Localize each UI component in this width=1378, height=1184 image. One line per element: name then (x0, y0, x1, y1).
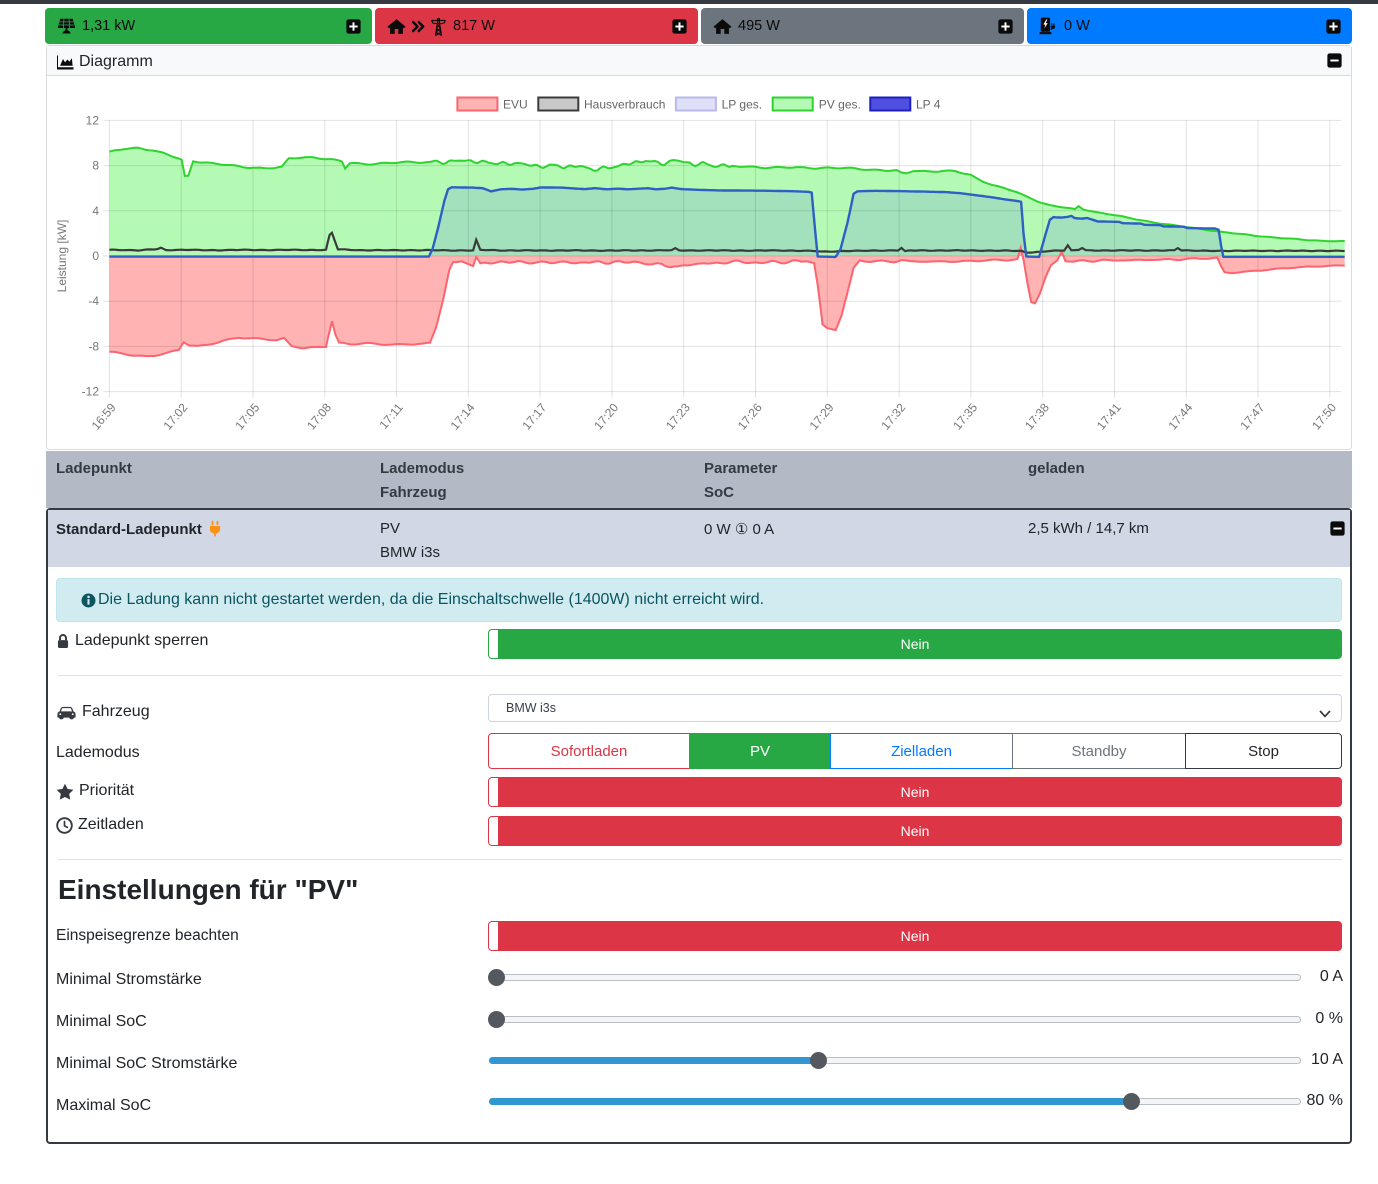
svg-text:17:26: 17:26 (735, 400, 765, 432)
svg-text:17:14: 17:14 (448, 400, 478, 432)
svg-text:-12: -12 (82, 385, 100, 399)
svg-text:EVU: EVU (503, 98, 528, 112)
svg-text:0: 0 (92, 249, 99, 263)
svg-text:17:50: 17:50 (1309, 400, 1339, 432)
svg-text:16:59: 16:59 (89, 400, 119, 432)
svg-text:17:05: 17:05 (232, 400, 262, 432)
svg-text:17:47: 17:47 (1237, 400, 1267, 432)
svg-text:17:08: 17:08 (304, 400, 334, 432)
svg-text:17:44: 17:44 (1165, 400, 1195, 432)
svg-text:-8: -8 (88, 339, 99, 353)
svg-text:17:23: 17:23 (663, 400, 693, 432)
svg-text:PV ges.: PV ges. (819, 98, 861, 112)
svg-text:17:20: 17:20 (591, 400, 621, 432)
svg-text:Leistung [kW]: Leistung [kW] (55, 220, 69, 293)
svg-text:17:11: 17:11 (376, 400, 406, 432)
svg-text:-4: -4 (88, 294, 99, 308)
svg-text:17:35: 17:35 (950, 400, 980, 432)
svg-text:17:32: 17:32 (878, 400, 908, 432)
svg-text:12: 12 (86, 113, 100, 127)
svg-text:4: 4 (92, 204, 99, 218)
svg-text:17:38: 17:38 (1022, 400, 1052, 432)
svg-text:Hausverbrauch: Hausverbrauch (584, 98, 665, 112)
svg-text:17:41: 17:41 (1094, 400, 1124, 432)
svg-text:LP 4: LP 4 (916, 98, 941, 112)
svg-text:17:29: 17:29 (807, 400, 837, 432)
svg-text:8: 8 (92, 159, 99, 173)
svg-text:17:17: 17:17 (519, 400, 549, 432)
svg-text:17:02: 17:02 (160, 400, 190, 432)
svg-text:LP ges.: LP ges. (722, 98, 762, 112)
